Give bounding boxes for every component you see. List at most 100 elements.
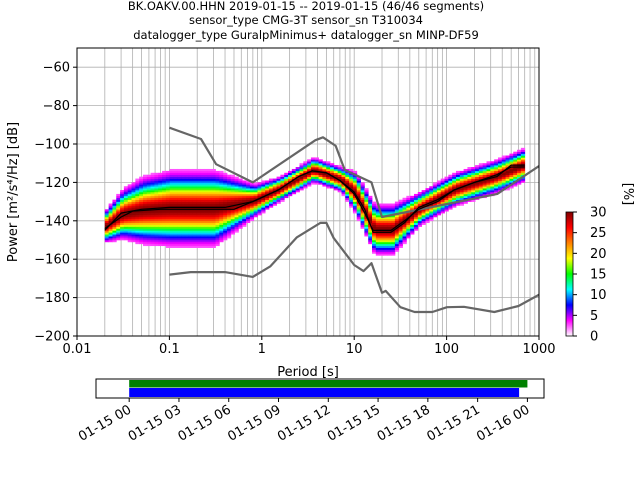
density-cell [517,168,522,172]
density-cell [112,228,117,231]
density-cell [196,241,201,245]
density-cell [188,213,194,216]
density-cell [337,172,342,176]
density-cell [448,186,453,189]
density-cell [123,190,129,193]
density-cell [452,193,457,197]
density-cell [360,188,365,191]
density-cell [150,172,155,176]
density-cell [177,203,182,206]
density-cell [230,205,235,208]
density-cell [142,211,148,214]
density-cell [219,228,224,231]
density-cell [356,182,361,185]
density-cell [249,211,255,214]
density-cell [188,207,194,210]
density-cell [303,180,308,183]
density-cell [104,211,110,214]
density-cell [413,216,419,220]
density-cell [341,190,346,193]
density-cell [379,218,384,222]
density-cell [223,230,228,233]
density-cell [177,170,182,174]
density-cell [352,201,358,204]
density-cell [196,197,201,200]
density-cell [123,201,129,204]
density-cell [127,232,132,235]
density-cell [146,199,152,202]
density-cell [310,159,316,162]
density-cell [200,220,205,224]
density-cell [150,203,155,206]
density-cell [215,228,220,231]
density-cell [211,170,216,174]
density-cell [204,172,209,176]
density-cell [375,220,381,224]
density-cell [337,188,342,191]
density-cell [108,220,113,224]
density-cell [188,170,194,174]
density-cell [139,193,144,197]
density-cell [246,199,251,202]
density-cell [215,220,220,224]
density-cell [429,193,434,197]
density-cell [200,240,205,243]
density-cell [234,201,239,204]
density-cell [200,192,205,195]
density-cell [120,192,125,195]
density-cell [219,170,224,174]
density-cell [379,240,384,243]
density-cell [246,180,251,183]
density-cell [288,184,293,187]
density-cell [310,172,316,176]
density-cell [513,174,518,177]
density-cell [372,218,377,222]
density-cell [478,163,484,166]
density-cell [162,243,167,247]
density-cell [455,182,461,185]
density-cell [139,228,144,231]
density-cell [162,190,167,193]
density-cell [196,234,201,237]
density-cell [192,211,197,214]
density-cell [276,178,281,181]
density-cell [139,205,144,208]
density-cell [486,165,491,168]
density-cell [246,220,251,224]
density-cell [413,197,419,200]
density-cell [158,174,163,177]
density-cell [188,230,194,233]
density-cell [135,193,140,197]
density-cell [318,174,323,177]
density-cell [207,224,213,227]
density-cell [169,205,174,208]
density-cell [188,186,194,189]
density-cell [406,209,411,212]
density-cell [425,220,430,224]
density-cell [158,193,163,197]
density-cell [116,203,121,206]
density-cell [158,201,163,204]
density-cell [215,192,220,195]
density-cell [142,190,148,193]
density-cell [379,236,384,239]
density-cell [219,197,224,200]
density-cell [482,193,487,197]
density-cell [211,188,216,191]
density-cell [150,199,155,202]
colorbar-label: [%] [620,183,635,206]
density-cell [154,180,159,183]
density-cell [173,236,178,239]
density-cell [330,186,335,189]
density-cell [299,178,304,181]
density-cell [345,176,350,179]
density-cell [104,209,110,212]
density-cell [188,180,194,183]
density-cell [158,218,163,222]
density-cell [455,192,461,195]
density-cell [135,188,140,191]
density-cell [150,182,155,185]
density-cell [242,215,247,218]
density-cell [123,236,129,239]
density-cell [413,228,419,231]
